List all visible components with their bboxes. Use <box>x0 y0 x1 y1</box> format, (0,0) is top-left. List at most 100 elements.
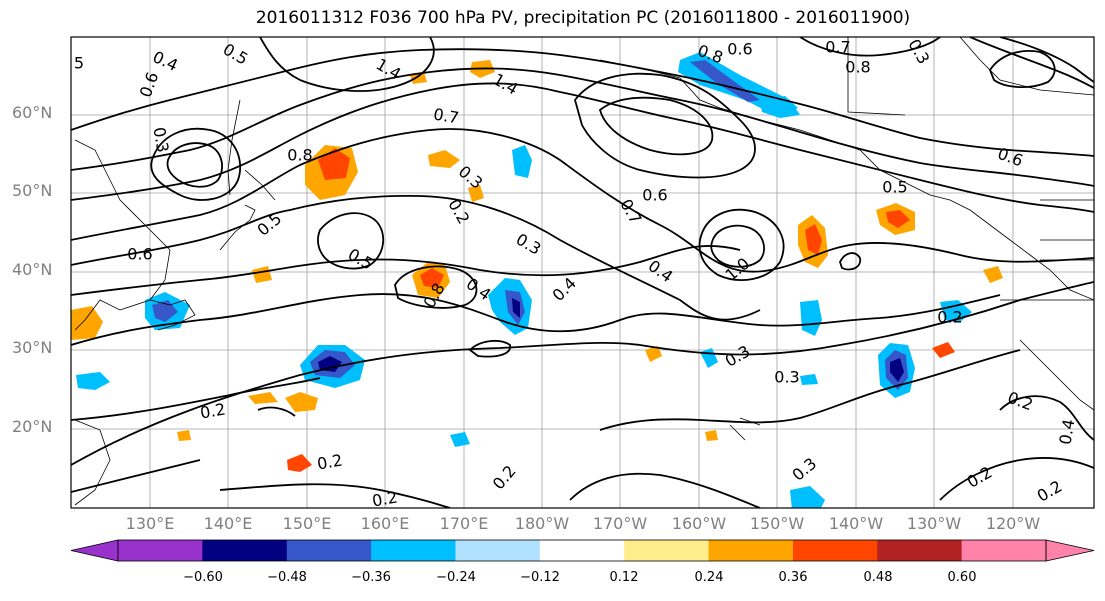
contour-label: 0.2 <box>444 196 473 228</box>
lon-label: 160°W <box>671 514 727 533</box>
contour-label: 0.7 <box>825 38 850 57</box>
contour-label: 0.3 <box>722 342 754 371</box>
colorbar-extend-low <box>70 539 119 562</box>
contour-label: 0.2 <box>489 462 520 494</box>
lon-label: 180°W <box>514 514 570 533</box>
precip-shading <box>71 52 1003 508</box>
lon-label: 130°E <box>125 514 175 533</box>
colorbar-tick-label: −0.12 <box>520 570 560 585</box>
colorbar-swatch <box>961 540 1047 561</box>
precip-negative-region <box>512 298 520 318</box>
lat-label: 60°N <box>12 103 53 122</box>
lon-label: 170°W <box>592 514 648 533</box>
precip-positive-region <box>932 342 955 358</box>
contour-label: 0.2 <box>964 463 996 492</box>
map-title: 2016011312 F036 700 hPa PV, precipitatio… <box>255 8 911 28</box>
contour-label: 0.6 <box>995 144 1025 171</box>
contour-label: 0.2 <box>199 399 227 422</box>
colorbar-swatch <box>708 540 794 561</box>
colorbar-swatch <box>202 540 288 561</box>
lat-label: 50°N <box>12 181 53 200</box>
contour-label: 0.2 <box>371 487 399 510</box>
contour-label: 0.2 <box>316 450 344 473</box>
contour-label: 0.3 <box>774 368 799 387</box>
contour-label: 1.4 <box>373 55 405 84</box>
contour-label: 0.3 <box>455 162 487 193</box>
contour-label: 0.2 <box>937 308 962 327</box>
contour-label: 0.5 <box>345 245 377 274</box>
lon-label: 140°E <box>203 514 253 533</box>
colorbar-swatch <box>877 540 963 561</box>
contour-label: 0.2 <box>1005 388 1035 415</box>
colorbar-swatch <box>286 540 372 561</box>
precip-positive-region <box>468 185 484 202</box>
precip-positive-region <box>177 430 191 441</box>
contour-label: 1.4 <box>490 70 522 99</box>
contour-label: 0.5 <box>220 40 252 69</box>
contour-label: 5 <box>74 54 84 73</box>
precip-negative-region <box>700 348 718 368</box>
lon-label: 140°W <box>828 514 884 533</box>
lon-label: 150°W <box>749 514 805 533</box>
contour-label: 0.8 <box>287 146 312 165</box>
colorbar-swatch <box>371 540 456 561</box>
colorbar-swatch <box>539 540 625 561</box>
lon-label: 160°E <box>360 514 410 533</box>
contour-label: 0.3 <box>789 454 821 485</box>
contour-label: 0.2 <box>1034 477 1066 506</box>
lat-label: 20°N <box>12 417 53 436</box>
precip-negative-region <box>800 300 822 336</box>
colorbar-tick-label: 0.24 <box>694 570 724 585</box>
precip-negative-region <box>512 145 532 178</box>
lat-label: 40°N <box>12 260 53 279</box>
colorbar-swatch <box>792 540 878 561</box>
contour-label: 0.3 <box>513 230 545 259</box>
precip-negative-region <box>76 372 110 390</box>
precip-positive-region <box>318 148 350 180</box>
precip-negative-region <box>790 486 825 508</box>
precip-positive-region <box>420 268 444 288</box>
contour-label: 0.6 <box>136 69 163 99</box>
lon-label: 150°E <box>282 514 332 533</box>
contour-label: 0.5 <box>882 178 907 197</box>
colorbar-swatch <box>118 540 203 561</box>
precip-positive-region <box>886 210 910 228</box>
lat-label: 30°N <box>12 338 53 357</box>
precip-positive-region <box>428 150 460 168</box>
contour-label: 0.4 <box>150 47 181 75</box>
precip-positive-region <box>705 430 718 441</box>
lon-label: 120°W <box>985 514 1041 533</box>
contour-label: 0.4 <box>1055 418 1078 446</box>
colorbar-tick-label: −0.60 <box>183 570 223 585</box>
colorbar <box>70 539 1095 562</box>
contour-label: 0.6 <box>642 186 667 205</box>
colorbar-swatch <box>624 540 710 561</box>
precip-positive-region <box>252 266 272 283</box>
coastlines <box>74 37 1094 506</box>
precip-positive-region <box>71 306 103 340</box>
precip-negative-region <box>318 356 342 372</box>
precip-positive-region <box>983 266 1003 283</box>
lon-label: 130°W <box>906 514 962 533</box>
colorbar-tick-label: −0.24 <box>436 570 476 585</box>
precip-positive-region <box>805 224 822 255</box>
precip-negative-region <box>800 374 818 385</box>
pv-contours <box>71 37 1094 508</box>
contour-label: 0.3 <box>149 126 172 154</box>
contour-label: 0.7 <box>616 196 645 228</box>
contour-label: 0.4 <box>549 274 580 305</box>
precip-negative-region <box>152 300 178 322</box>
precip-negative-region <box>890 358 904 382</box>
precip-positive-region <box>248 392 278 404</box>
contour-label: 0.5 <box>254 209 286 240</box>
colorbar-tick-label: 0.36 <box>778 570 808 585</box>
contour-label: 0.3 <box>904 36 933 68</box>
colorbar-swatch <box>455 540 541 561</box>
colorbar-frame <box>117 539 1047 562</box>
contour-label: 0.6 <box>127 245 152 264</box>
colorbar-extend-high <box>1045 539 1095 562</box>
colorbar-tick-label: −0.48 <box>267 570 307 585</box>
precip-positive-region <box>645 346 662 362</box>
map-frame <box>70 36 1095 509</box>
